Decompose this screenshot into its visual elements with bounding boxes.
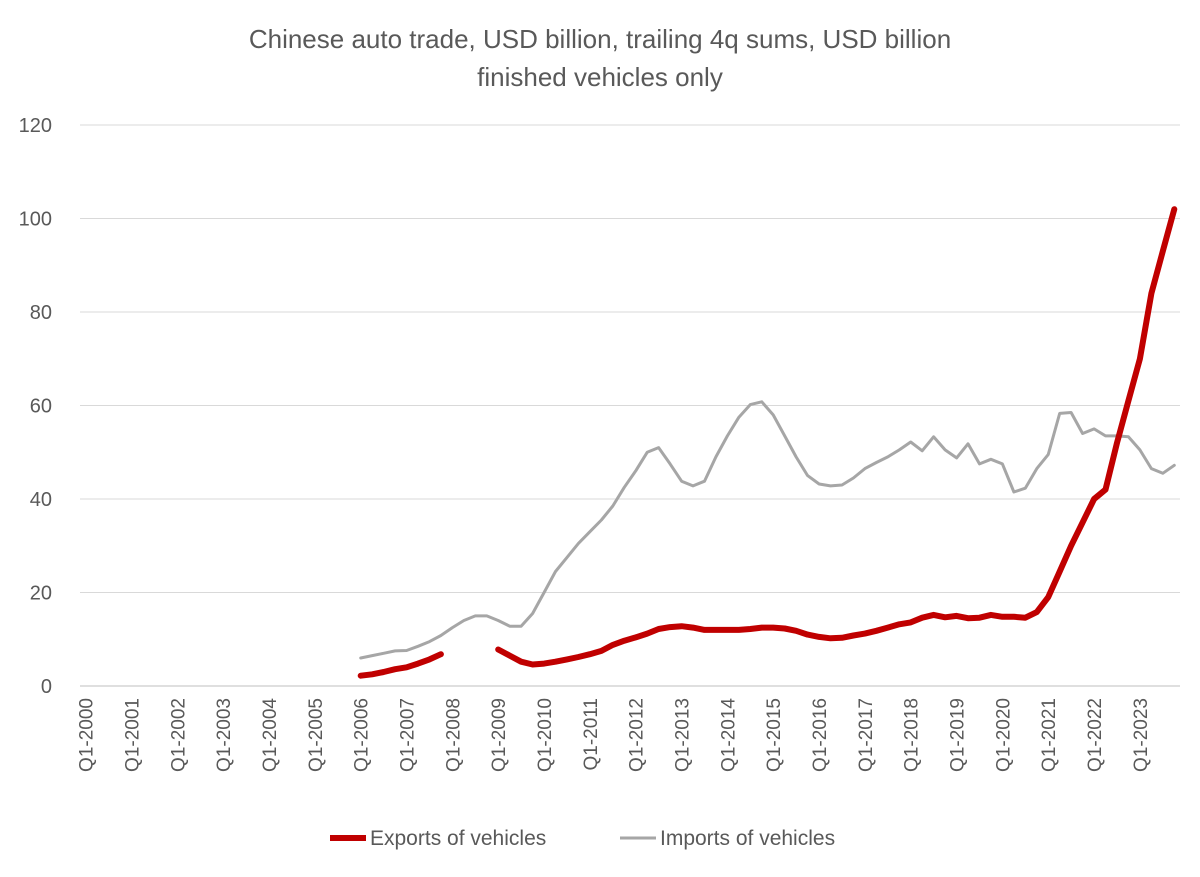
x-tick-label: Q1-2014 [718, 698, 739, 772]
data-line [359, 400, 1176, 660]
y-tick-label: 120 [19, 115, 52, 137]
x-tick-label: Q1-2020 [993, 698, 1014, 772]
y-tick-label: 20 [30, 583, 52, 605]
x-tick-label: Q1-2013 [673, 698, 694, 772]
x-tick-label: Q1-2009 [489, 698, 510, 772]
x-tick-label: Q1-2016 [810, 698, 831, 772]
x-tick-label: Q1-2011 [581, 698, 602, 771]
chart-subtitle: finished vehicles only [477, 62, 723, 92]
legend-label: Exports of vehicles [370, 827, 546, 850]
x-tick-label: Q1-2000 [77, 698, 98, 772]
x-tick-label: Q1-2008 [443, 698, 464, 772]
chart-title: Chinese auto trade, USD billion, trailin… [249, 24, 951, 54]
legend-label: Imports of vehicles [660, 827, 835, 850]
y-tick-label: 0 [41, 676, 52, 698]
x-tick-label: Q1-2005 [306, 698, 327, 772]
x-tick-label: Q1-2010 [535, 698, 556, 772]
x-tick-label: Q1-2022 [1085, 698, 1106, 772]
x-tick-label: Q1-2023 [1131, 698, 1152, 772]
x-tick-label: Q1-2006 [352, 698, 373, 772]
x-tick-label: Q1-2012 [627, 698, 648, 772]
x-tick-label: Q1-2018 [902, 698, 923, 772]
x-tick-label: Q1-2015 [764, 698, 785, 772]
x-tick-label: Q1-2004 [260, 698, 281, 772]
x-tick-label: Q1-2019 [948, 698, 969, 772]
x-tick-label: Q1-2001 [123, 698, 144, 772]
y-tick-label: 80 [30, 302, 52, 324]
x-tick-label: Q1-2002 [168, 698, 189, 772]
x-tick-label: Q1-2017 [856, 698, 877, 772]
y-tick-label: 100 [19, 209, 52, 231]
x-tick-label: Q1-2021 [1039, 698, 1060, 772]
y-tick-label: 40 [30, 489, 52, 511]
x-tick-label: Q1-2003 [214, 698, 235, 772]
x-tick-label: Q1-2007 [398, 698, 419, 772]
y-tick-label: 60 [30, 396, 52, 418]
data-line [357, 206, 1178, 679]
